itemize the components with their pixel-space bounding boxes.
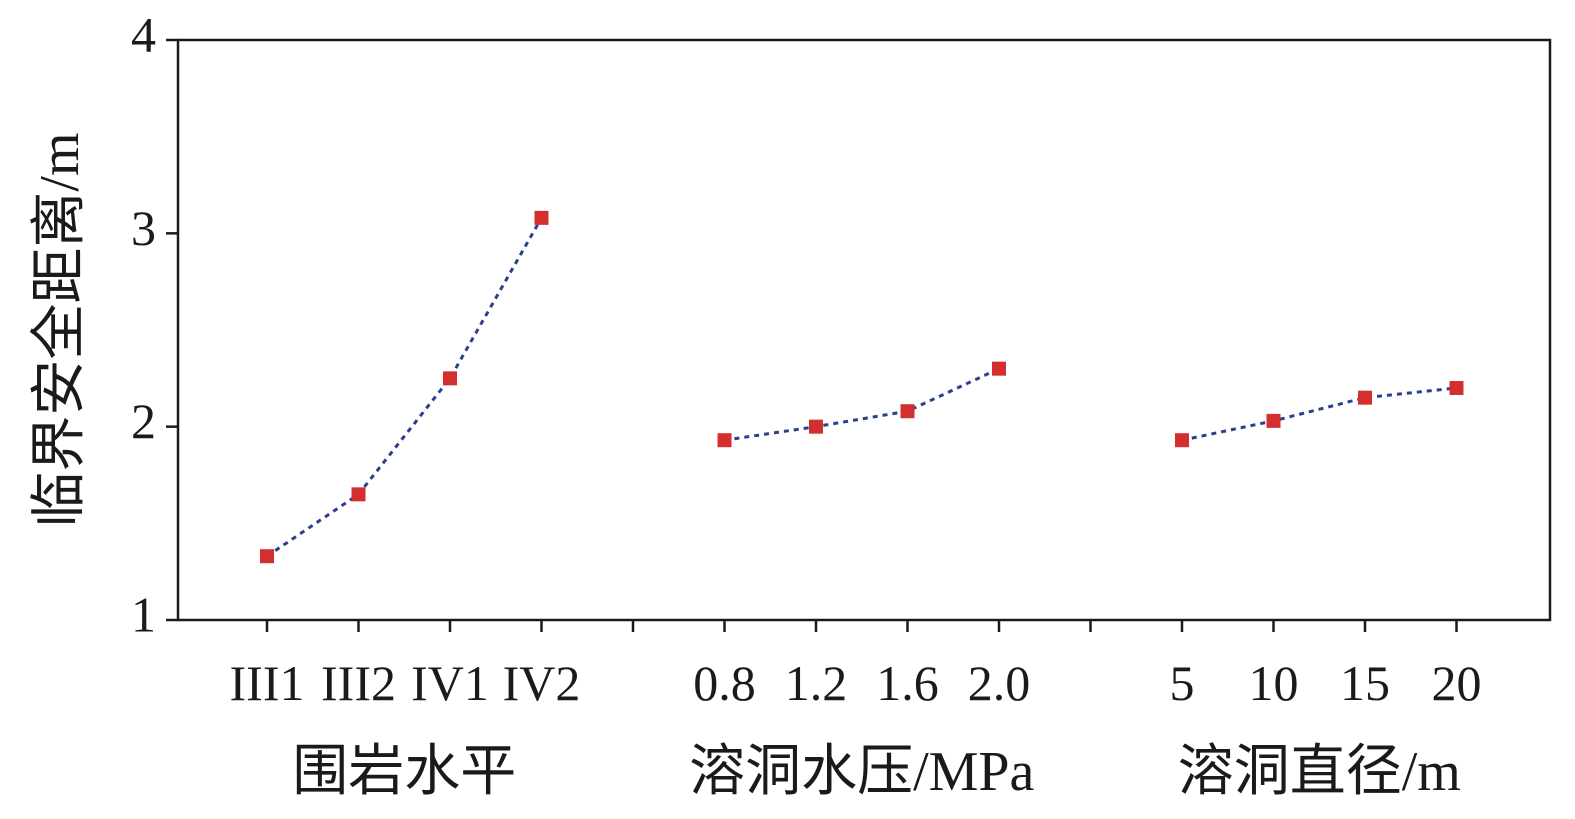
y-tick-label: 1	[131, 586, 156, 642]
y-tick-label: 4	[131, 6, 156, 62]
data-point-marker	[900, 404, 915, 419]
x-category-label: III1	[230, 655, 305, 711]
data-point-marker	[992, 361, 1006, 376]
data-point-marker	[534, 210, 549, 225]
data-point-marker	[1449, 381, 1464, 395]
x-category-label: 10	[1249, 655, 1299, 711]
y-tick-label: 3	[131, 200, 156, 256]
series-line	[266, 217, 543, 558]
x-category-label: III2	[321, 655, 396, 711]
y-axis-label: 临界安全距离/m	[29, 132, 91, 527]
x-category-label: 15	[1340, 655, 1390, 711]
x-category-label: 1.6	[876, 655, 939, 711]
x-axis-ticks	[265, 620, 1458, 632]
x-category-label: 0.8	[693, 655, 756, 711]
data-point-marker	[260, 549, 274, 564]
y-axis-ticks: 1 2 3 4	[131, 6, 178, 642]
data-point-marker	[351, 487, 366, 502]
plot-frame	[176, 38, 1552, 622]
x-category-label: 1.2	[785, 655, 848, 711]
data-point-marker	[1175, 433, 1189, 448]
data-point-marker	[1266, 413, 1281, 428]
x-group-label: 溶洞水压/MPa	[689, 741, 1034, 803]
data-point-marker	[809, 419, 823, 434]
x-group-label: 溶洞直径/m	[1178, 741, 1461, 803]
x-category-label: IV1	[411, 655, 489, 711]
x-category-label: IV2	[503, 655, 581, 711]
x-category-label: 5	[1170, 655, 1195, 711]
data-point-marker	[717, 433, 732, 448]
series-line	[724, 367, 1000, 442]
series-line	[1181, 386, 1457, 442]
x-group-label: 围岩水平	[292, 741, 516, 803]
x-category-label: 20	[1432, 655, 1482, 711]
series-layer	[260, 210, 1464, 564]
y-tick-label: 2	[131, 393, 156, 449]
x-category-label: 2.0	[968, 655, 1031, 711]
data-point-marker	[1358, 390, 1372, 405]
data-point-marker	[443, 371, 457, 386]
